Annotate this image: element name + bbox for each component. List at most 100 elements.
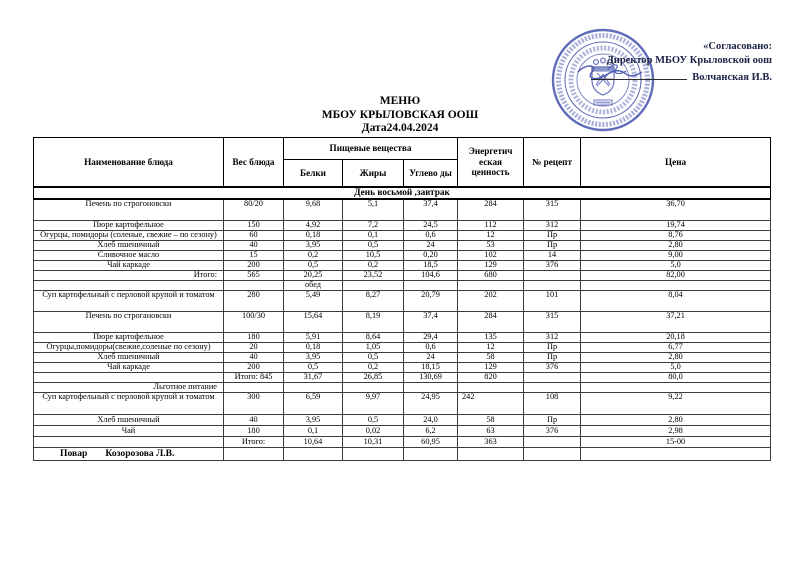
menu-cell: обед — [283, 280, 343, 292]
approval-line1: «Согласовано: — [703, 41, 772, 52]
menu-cell: 202 — [457, 290, 525, 313]
approval-block: «Согласовано: Директор МБОУ Крыловской о… — [591, 40, 772, 85]
table-row: Суп картофельный с перловой крупой и том… — [33, 392, 772, 416]
table-row: Пюре картофельное 180 5,91 8,64 29,4 135 312 20… — [33, 332, 772, 344]
menu-cell: 0,2 — [342, 362, 404, 374]
menu-cell: Пюре картофельное — [33, 220, 224, 232]
menu-cell: 23,52 — [342, 270, 404, 282]
menu-cell — [523, 270, 582, 282]
menu-cell: 3,95 — [283, 352, 343, 364]
menu-cell: 130,69 — [402, 372, 459, 384]
meal-section-label: День восьмой ,завтрак — [33, 185, 771, 200]
menu-date: Дата24.04.2024 — [361, 122, 439, 135]
menu-cell: 63 — [457, 425, 525, 438]
menu-cell: 0,1 — [283, 425, 343, 438]
menu-cell — [342, 382, 404, 394]
signature — [577, 65, 643, 80]
menu-cell: 40 — [223, 352, 284, 364]
menu-cell: 0,5 — [342, 352, 404, 364]
menu-cell: 112 — [457, 220, 525, 232]
menu-cell: 15 — [223, 250, 284, 262]
table-row: Огурцы,помидоры(свежие,соленые по сезону… — [33, 342, 772, 354]
table-row: обед — [33, 280, 772, 292]
menu-cell — [33, 372, 224, 384]
menu-cell: 24,5 — [402, 220, 459, 232]
menu-cell: 15,64 — [283, 311, 343, 334]
menu-cell: 5,49 — [283, 290, 343, 313]
menu-cell: 19,74 — [580, 220, 772, 232]
menu-cell: 14 — [523, 250, 582, 262]
menu-cell — [523, 382, 582, 394]
menu-cell: 40 — [223, 414, 284, 427]
menu-cell: 200 — [223, 260, 284, 272]
table-header-row-1: Наименование блюда Вес блюда Пищевые вещ… — [33, 137, 772, 187]
menu-cell: 0,5 — [283, 260, 343, 272]
col-header-carbs: Углево ды — [402, 159, 459, 187]
empty-cell — [223, 447, 284, 462]
menu-cell: 8,27 — [342, 290, 404, 313]
menu-cell — [523, 372, 582, 384]
seal-middle-ring — [564, 41, 642, 119]
menu-cell: 100/30 — [223, 311, 284, 334]
table-row: Итого: 845 31,67 26,85 130,69 820 80,0 — [33, 372, 772, 384]
menu-cell: 312 — [523, 332, 582, 344]
signer-name: Волчанская И.В. — [692, 71, 772, 83]
menu-cell: Огурцы,помидоры(свежие,соленые по сезону… — [33, 342, 224, 354]
menu-cell: 0,6 — [402, 230, 459, 242]
menu-cell: 376 — [523, 260, 582, 272]
menu-cell — [33, 280, 224, 292]
menu-cell: 0,1 — [342, 230, 404, 242]
cook-cell: Повар Козорозова Л.В. — [33, 447, 224, 462]
menu-cell: 104,6 — [402, 270, 459, 282]
menu-cell: 8,04 — [580, 290, 772, 313]
menu-cell: 315 — [523, 311, 582, 334]
signature-flourish — [607, 64, 627, 74]
empty-cell — [580, 447, 772, 462]
menu-cell: Хлеб пшеничный — [33, 414, 224, 427]
menu-cell: 9,22 — [580, 392, 772, 416]
menu-cell: 6,59 — [283, 392, 343, 416]
empty-cell — [523, 447, 582, 462]
menu-cell: 3,95 — [283, 414, 343, 427]
menu-cell: 24,95 — [402, 392, 459, 416]
table-row: Льготное питание — [33, 382, 772, 394]
table-row: Чай каркаде 200 0,5 0,2 18,5 129 376 5,0 — [33, 260, 772, 272]
menu-cell: 5,1 — [342, 198, 404, 222]
menu-cell: 376 — [523, 425, 582, 438]
seal-inner-text-ring — [568, 45, 638, 115]
menu-cell: 129 — [457, 260, 525, 272]
col-header-energy: Энергетич еская ценность — [457, 137, 525, 187]
menu-cell: 1,05 — [342, 342, 404, 354]
menu-cell: 80/20 — [223, 198, 284, 222]
page-title: МЕНЮ — [379, 95, 421, 107]
table-row: Хлеб пшеничный 40 3,95 0,5 24,0 58 Пр 2,80 — [33, 414, 772, 427]
menu-cell: Печень по строгановски — [33, 311, 224, 334]
menu-cell — [402, 382, 459, 394]
menu-cell: 36,70 — [580, 198, 772, 222]
seal-outer-ring — [551, 28, 655, 132]
menu-cell: 680 — [457, 270, 525, 282]
menu-cell: 20,18 — [580, 332, 772, 344]
approval-line3: Волчанская И.В. — [591, 68, 772, 85]
menu-cell: 12 — [457, 230, 525, 242]
table-row: Сливочное масло 15 0,2 10,5 0,20 102 14 9,00 — [33, 250, 772, 262]
menu-cell: 150 — [223, 220, 284, 232]
menu-cell: 2,80 — [580, 352, 772, 364]
empty-cell — [342, 447, 404, 462]
menu-cell: 24,0 — [402, 414, 459, 427]
menu-cell: 58 — [457, 414, 525, 427]
menu-cell: 180 — [223, 332, 284, 344]
menu-cell: 0,2 — [283, 250, 343, 262]
menu-cell: 200 — [223, 362, 284, 374]
menu-cell: 40 — [223, 240, 284, 252]
table-row: Хлеб пшеничный 40 3,95 0,5 24 58 Пр 2,80 — [33, 352, 772, 364]
menu-cell: 18,15 — [402, 362, 459, 374]
menu-cell: 376 — [523, 362, 582, 374]
menu-cell: 37,4 — [402, 198, 459, 222]
meal-day-row: День восьмой ,завтрак — [33, 185, 771, 200]
menu-cell: Печень по строгоновски — [33, 198, 224, 222]
menu-cell: 80,0 — [580, 372, 772, 384]
menu-cell: 24 — [402, 352, 459, 364]
menu-cell: Итого: — [33, 270, 224, 282]
